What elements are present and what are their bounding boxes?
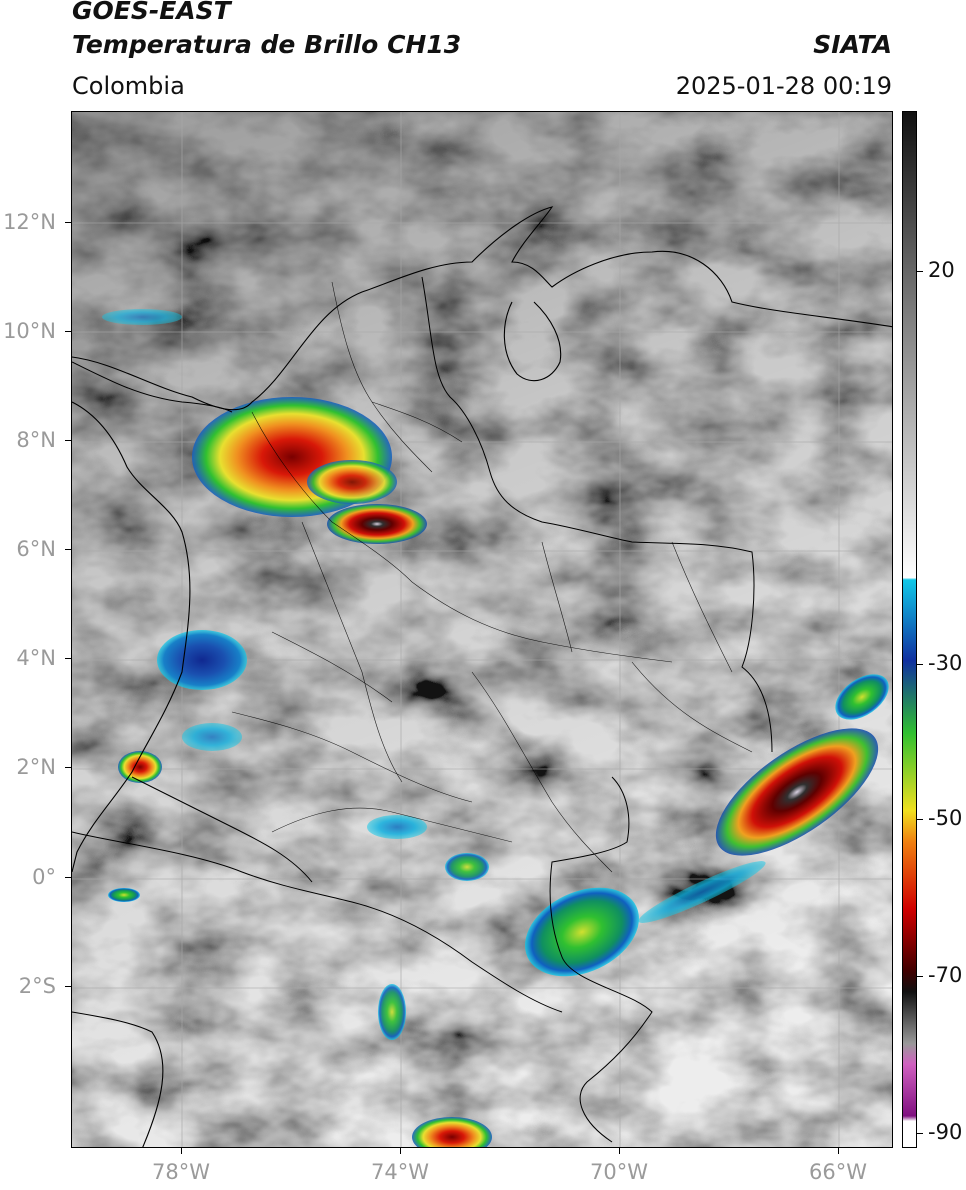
clear-sky-shading: [72, 112, 892, 1147]
lat-tick: [65, 222, 71, 223]
cell-ecuador: [108, 888, 140, 902]
lat-tick: [65, 549, 71, 550]
cell-antioquia-cordoba-tail: [307, 460, 397, 504]
convective-cells: [102, 309, 889, 1147]
cell-amazon-south: [378, 984, 406, 1040]
cell-caqueta: [445, 853, 489, 881]
department-borders: [231, 281, 753, 873]
cell-caribbean: [102, 309, 182, 325]
colorbar-label-minus50: -50: [928, 806, 963, 830]
cell-narino: [118, 751, 162, 783]
cell-magdalena-medio: [327, 504, 427, 544]
lat-tick: [65, 767, 71, 768]
border-panama: [72, 361, 233, 413]
colorbar-label-minus90: -90: [928, 1120, 963, 1144]
colorbar-tick: [917, 819, 923, 820]
lat-label-10n: 10°N: [3, 319, 56, 343]
lat-label-2n: 2°N: [16, 755, 56, 779]
lon-label-70w: 70°W: [590, 1160, 648, 1184]
region-label: Colombia: [72, 72, 185, 100]
colorbar: [902, 111, 917, 1148]
coast-lake-maracaibo: [503, 301, 562, 382]
lat-label-4n: 4°N: [16, 646, 56, 670]
lat-label-2s: 2°S: [18, 974, 56, 998]
colorbar-tick: [917, 1133, 923, 1134]
cell-putumayo: [367, 815, 427, 839]
colorbar-tick: [917, 664, 923, 665]
colorbar-label-minus70: -70: [928, 963, 963, 987]
lat-label-8n: 8°N: [16, 428, 56, 452]
coastlines: [72, 206, 892, 1147]
coast-ecuador: [72, 1011, 164, 1147]
lat-label-6n: 6°N: [16, 537, 56, 561]
coast-caribbean: [72, 206, 892, 411]
border-colombia-brazil: [549, 776, 653, 1143]
lon-label-66w: 66°W: [809, 1160, 867, 1184]
border-colombia-peru: [72, 831, 563, 1013]
border-colombia-venezuela: [421, 276, 773, 753]
agency-label: SIATA: [813, 30, 892, 59]
lat-tick: [65, 986, 71, 987]
map-canvas: [72, 112, 892, 1147]
satellite-title: GOES-EAST: [72, 0, 231, 25]
colorbar-tick: [917, 976, 923, 977]
lat-label-0: 0°: [32, 865, 56, 889]
lon-label-74w: 74°W: [371, 1160, 429, 1184]
lat-tick: [65, 331, 71, 332]
coast-pacific: [72, 401, 191, 873]
cell-amazonas-east: [525, 887, 639, 977]
cell-venezuela-ne: [835, 674, 889, 720]
border-colombia-ecuador: [131, 776, 313, 883]
lat-label-12n: 12°N: [3, 210, 56, 234]
cell-pacifico-south: [182, 723, 242, 751]
lon-tick: [400, 1148, 401, 1154]
cell-bottom: [412, 1117, 492, 1147]
cell-pacifico-norte: [157, 630, 247, 690]
lon-label-78w: 78°W: [152, 1160, 210, 1184]
satellite-map[interactable]: [71, 111, 893, 1148]
lat-tick: [65, 658, 71, 659]
cell-venezuela-amazonas: [715, 728, 879, 856]
lon-tick: [181, 1148, 182, 1154]
lat-tick: [65, 440, 71, 441]
lon-tick: [619, 1148, 620, 1154]
colorbar-label-minus30: -30: [928, 651, 963, 675]
lon-tick: [838, 1148, 839, 1154]
colorbar-tick: [917, 271, 923, 272]
colorbar-label-20: 20: [928, 258, 955, 282]
borders: [72, 276, 773, 1143]
lat-tick: [65, 877, 71, 878]
product-title: Temperatura de Brillo CH13: [72, 30, 462, 59]
cell-orinoco-band: [638, 861, 766, 923]
datetime-label: 2025-01-28 00:19: [675, 72, 892, 100]
